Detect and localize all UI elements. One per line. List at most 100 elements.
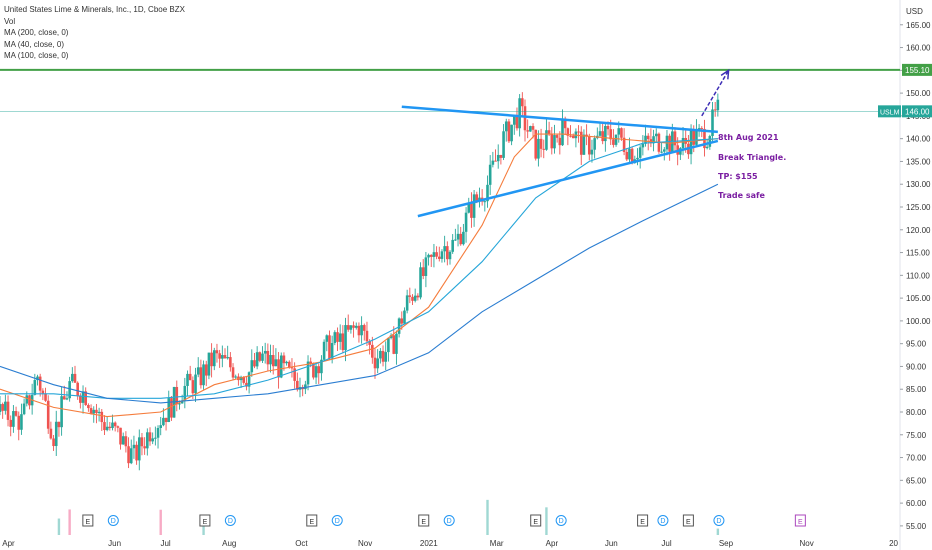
candle-body <box>555 135 559 138</box>
candle-body <box>0 404 2 412</box>
candle-body <box>475 194 479 201</box>
ma-200-label[interactable]: MA (200, close, 0) <box>4 28 69 37</box>
candle-body <box>73 373 77 383</box>
candle-body <box>322 341 326 360</box>
dividend-marker <box>224 515 236 526</box>
volume-label[interactable]: Vol <box>4 16 16 26</box>
volume-bar <box>68 509 71 535</box>
candle-body <box>162 417 165 426</box>
candle-body <box>52 438 55 447</box>
candle-body <box>638 147 642 158</box>
candle-body <box>127 446 130 464</box>
candle-body <box>92 409 96 414</box>
candle-body <box>146 432 149 449</box>
candle-body <box>472 194 476 218</box>
volume-bar <box>486 499 489 535</box>
earnings-marker <box>199 514 211 527</box>
price-label-box <box>902 105 932 118</box>
candle-body <box>545 130 548 150</box>
candle-body <box>622 137 626 152</box>
candle-body <box>387 337 390 353</box>
candle-body <box>609 129 613 140</box>
candle-body <box>617 128 621 135</box>
earnings-marker-label: E <box>309 519 314 526</box>
y-tick-label: 95.00 <box>906 340 927 349</box>
candle-body <box>587 136 591 155</box>
candle-body <box>223 355 227 359</box>
candle-body <box>263 350 267 354</box>
candle-body <box>502 131 505 158</box>
candle-body <box>105 426 109 431</box>
candle-body <box>116 426 120 428</box>
candle-body <box>488 164 492 185</box>
candle-body <box>604 126 607 142</box>
candle-body <box>435 252 438 257</box>
dividend-marker <box>555 515 567 526</box>
candle-body <box>143 446 146 449</box>
candle-body <box>585 134 588 137</box>
candle-body <box>196 367 200 375</box>
candle-body <box>314 366 318 378</box>
x-tick-label: Jun <box>605 539 618 548</box>
candle-body <box>338 333 342 342</box>
candle-body <box>360 325 363 336</box>
candle-body <box>478 197 481 201</box>
candle-body <box>178 403 181 405</box>
candle-body <box>242 376 246 383</box>
x-tick-label: 2021 <box>420 539 438 548</box>
price-label-text: 155.10 <box>905 66 930 75</box>
x-tick-label: Nov <box>799 539 813 548</box>
candle-body <box>309 361 313 364</box>
candle-body <box>226 357 229 359</box>
candle-body <box>14 411 18 416</box>
earnings-marker <box>637 514 649 527</box>
candle-body <box>437 256 441 259</box>
candle-body <box>328 335 331 359</box>
candle-body <box>705 146 709 149</box>
candle-body <box>124 436 128 447</box>
y-tick-label: 140.00 <box>906 135 931 144</box>
candle-body <box>534 129 538 159</box>
candle-body <box>416 295 420 298</box>
candle-body <box>135 444 138 461</box>
ma-40-label[interactable]: MA (40, close, 0) <box>4 39 65 49</box>
candle-body <box>403 310 406 324</box>
candle-body <box>44 393 47 401</box>
candle-body <box>287 361 291 368</box>
candle-body <box>229 357 232 368</box>
symbol-tag-box <box>878 105 901 118</box>
candle-body <box>652 136 655 144</box>
candle-body <box>312 363 315 378</box>
candle-body <box>537 138 540 159</box>
candle-body <box>579 131 583 155</box>
candle-body <box>695 129 698 145</box>
volume-bar <box>159 509 162 535</box>
candle-body <box>132 444 136 449</box>
candle-body <box>221 355 224 359</box>
candle-body <box>504 121 508 132</box>
candle-body <box>553 135 556 149</box>
candle-body <box>697 128 701 130</box>
candle-body <box>183 385 187 401</box>
candle-body <box>68 381 71 399</box>
candle-body <box>81 391 85 403</box>
y-tick-label: 165.00 <box>906 21 931 30</box>
candle-body <box>354 325 358 328</box>
symbol-title[interactable]: United States Lime & Minerals, Inc., 1D,… <box>4 5 185 14</box>
candle-body <box>210 352 213 367</box>
candle-body <box>207 352 211 376</box>
moving-average-line <box>0 183 719 404</box>
ma-100-label[interactable]: MA (100, close, 0) <box>4 51 69 60</box>
candle-body <box>371 344 374 358</box>
triangle-upper-line <box>401 105 718 134</box>
candle-body <box>46 400 50 429</box>
candle-body <box>496 154 500 162</box>
candle-body <box>713 109 717 111</box>
candle-body <box>159 425 163 428</box>
moving-average-line <box>0 138 718 399</box>
candle-body <box>569 135 572 137</box>
candle-body <box>269 355 272 365</box>
candle-body <box>41 390 45 394</box>
candle-body <box>376 358 379 369</box>
